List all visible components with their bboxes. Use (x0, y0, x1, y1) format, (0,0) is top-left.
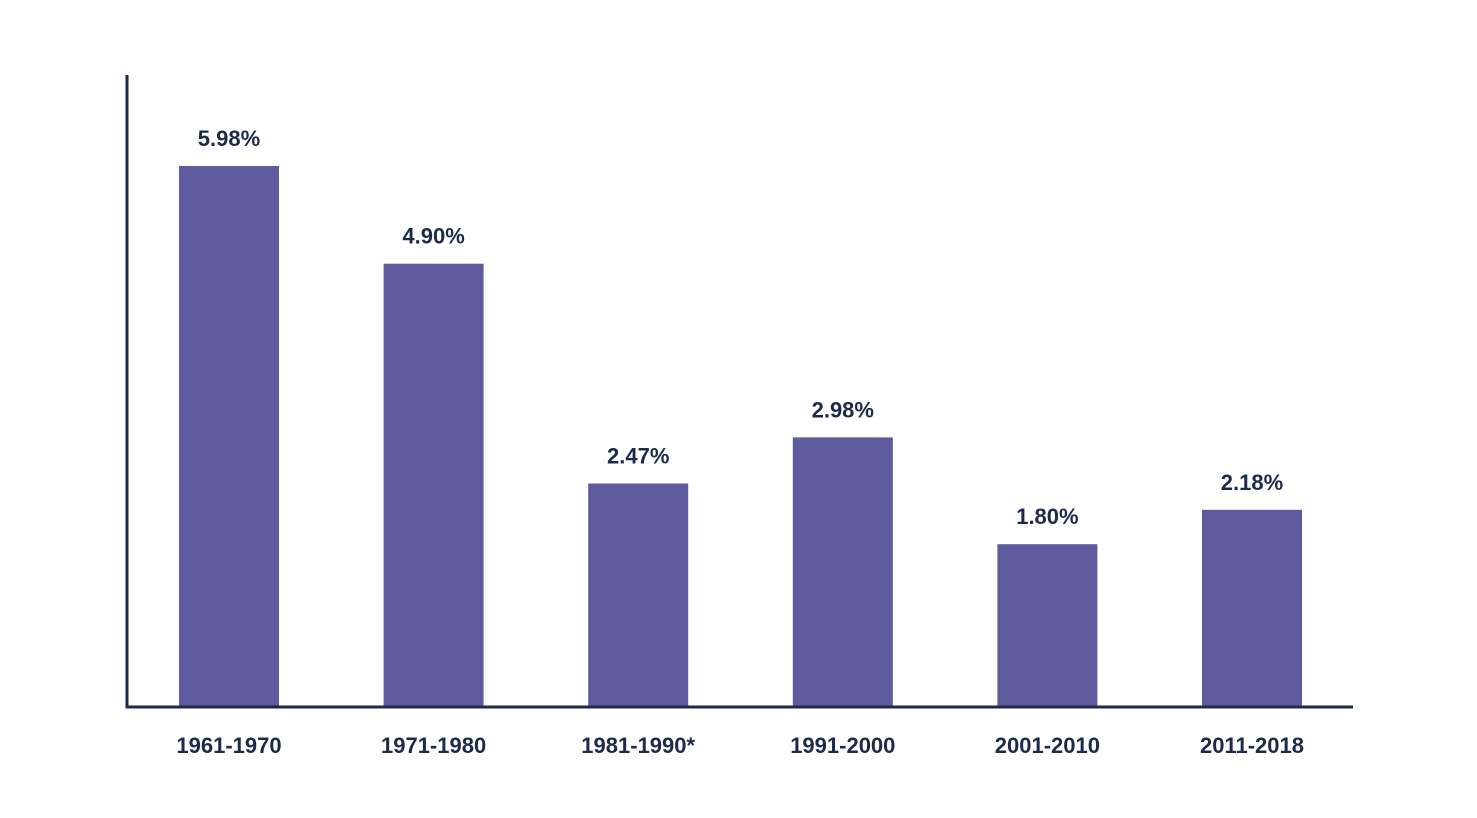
bar-1 (383, 263, 484, 707)
value-label-3: 2.98% (812, 397, 874, 422)
x-tick-label-0: 1961-1970 (176, 733, 281, 758)
bar-5 (1202, 509, 1302, 707)
value-label-2: 2.47% (607, 444, 669, 469)
x-tick-label-2: 1981-1990* (581, 733, 695, 758)
x-tick-label-4: 2001-2010 (995, 733, 1100, 758)
bar-0 (179, 166, 279, 707)
value-label-1: 4.90% (402, 224, 464, 249)
x-tick-label-3: 1991-2000 (790, 733, 895, 758)
bar-2 (588, 483, 689, 707)
x-tick-label-1: 1971-1980 (381, 733, 486, 758)
value-label-4: 1.80% (1016, 504, 1078, 529)
bar-4 (997, 544, 1098, 707)
x-tick-labels-group: 1961-1970 1971-1980 1981-1990* 1991-2000 200… (176, 733, 1304, 758)
bar-3 (792, 437, 893, 707)
bars-group (179, 166, 1302, 707)
value-label-5: 2.18% (1221, 470, 1283, 495)
x-tick-label-5: 2011-2018 (1200, 733, 1304, 758)
value-label-0: 5.98% (198, 126, 260, 151)
value-labels-group: 5.98% 4.90% 2.47% 2.98% 1.80% 2.18% (198, 126, 1283, 529)
